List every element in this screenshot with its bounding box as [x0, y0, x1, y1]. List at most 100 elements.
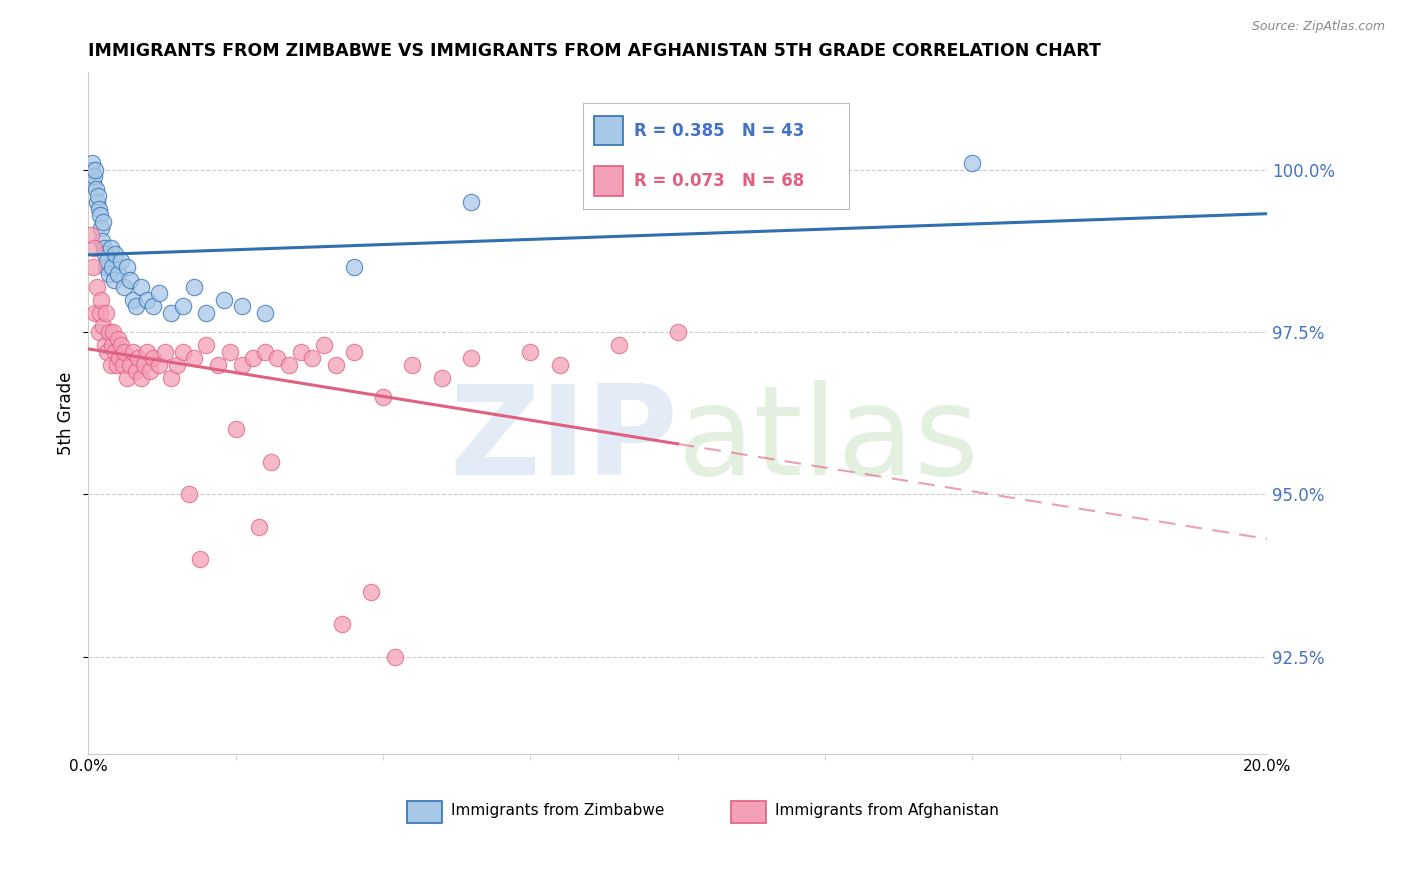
- Point: [94, 260, 117, 275]
- Point: [277, 358, 299, 372]
- Point: [110, 338, 132, 352]
- Point: [195, 338, 218, 352]
- Point: [101, 325, 124, 339]
- Point: [91, 318, 114, 333]
- Point: [218, 344, 240, 359]
- Point: [142, 299, 165, 313]
- Point: [107, 267, 129, 281]
- Point: [139, 364, 162, 378]
- Point: [118, 358, 141, 372]
- Point: [160, 370, 183, 384]
- Point: [94, 247, 117, 261]
- Point: [108, 351, 131, 365]
- Point: [104, 344, 127, 359]
- Point: [100, 241, 122, 255]
- Text: atlas: atlas: [678, 380, 980, 501]
- Point: [101, 260, 124, 275]
- Point: [548, 358, 571, 372]
- Point: [121, 344, 143, 359]
- Point: [121, 293, 143, 307]
- Point: [101, 338, 124, 352]
- Point: [89, 305, 111, 319]
- Y-axis label: 5th Grade: 5th Grade: [58, 372, 75, 455]
- Point: [254, 344, 277, 359]
- Point: [519, 344, 541, 359]
- Point: [80, 227, 103, 242]
- Point: [98, 267, 121, 281]
- Point: [312, 338, 335, 352]
- Point: [100, 358, 122, 372]
- Point: [242, 351, 264, 365]
- Point: [131, 279, 153, 293]
- Point: [83, 169, 105, 184]
- Text: ZIP: ZIP: [449, 380, 678, 501]
- Point: [83, 241, 105, 255]
- Point: [225, 423, 247, 437]
- Point: [84, 162, 107, 177]
- Point: [301, 351, 323, 365]
- Point: [325, 358, 347, 372]
- Point: [172, 299, 194, 313]
- Point: [160, 305, 183, 319]
- Point: [115, 260, 138, 275]
- Point: [84, 305, 107, 319]
- Point: [89, 208, 111, 222]
- Point: [342, 260, 364, 275]
- Point: [110, 253, 132, 268]
- Point: [460, 351, 482, 365]
- Point: [90, 221, 112, 235]
- Point: [266, 351, 288, 365]
- Point: [148, 286, 170, 301]
- Point: [94, 338, 117, 352]
- Point: [91, 215, 114, 229]
- Point: [607, 338, 630, 352]
- Point: [105, 358, 128, 372]
- Point: [231, 358, 253, 372]
- Point: [207, 358, 229, 372]
- Point: [124, 299, 146, 313]
- Point: [384, 649, 406, 664]
- Point: [254, 305, 277, 319]
- Point: [136, 344, 159, 359]
- Point: [166, 358, 188, 372]
- Point: [371, 390, 394, 404]
- Text: Immigrants from Zimbabwe: Immigrants from Zimbabwe: [451, 803, 665, 818]
- Point: [98, 325, 121, 339]
- Text: IMMIGRANTS FROM ZIMBABWE VS IMMIGRANTS FROM AFGHANISTAN 5TH GRADE CORRELATION CH: IMMIGRANTS FROM ZIMBABWE VS IMMIGRANTS F…: [89, 42, 1101, 60]
- Point: [183, 279, 205, 293]
- Point: [460, 195, 482, 210]
- Point: [360, 584, 382, 599]
- Point: [115, 370, 138, 384]
- Point: [127, 351, 149, 365]
- Point: [260, 455, 283, 469]
- Point: [131, 370, 153, 384]
- Point: [212, 293, 235, 307]
- Point: [134, 358, 156, 372]
- Point: [195, 305, 218, 319]
- Point: [90, 293, 112, 307]
- Point: [87, 325, 110, 339]
- Point: [401, 358, 423, 372]
- Point: [962, 156, 984, 170]
- Point: [342, 344, 364, 359]
- Point: [86, 279, 108, 293]
- Point: [183, 351, 205, 365]
- Point: [142, 351, 165, 365]
- Point: [177, 487, 200, 501]
- Point: [96, 253, 118, 268]
- Point: [153, 344, 176, 359]
- Point: [96, 344, 118, 359]
- Point: [118, 273, 141, 287]
- Text: Source: ZipAtlas.com: Source: ZipAtlas.com: [1251, 20, 1385, 33]
- Point: [112, 344, 135, 359]
- Point: [231, 299, 253, 313]
- Point: [172, 344, 194, 359]
- Point: [107, 332, 129, 346]
- Point: [82, 156, 104, 170]
- Point: [112, 279, 135, 293]
- Point: [103, 273, 125, 287]
- Point: [330, 617, 353, 632]
- Point: [86, 195, 108, 210]
- Point: [111, 358, 134, 372]
- Point: [124, 364, 146, 378]
